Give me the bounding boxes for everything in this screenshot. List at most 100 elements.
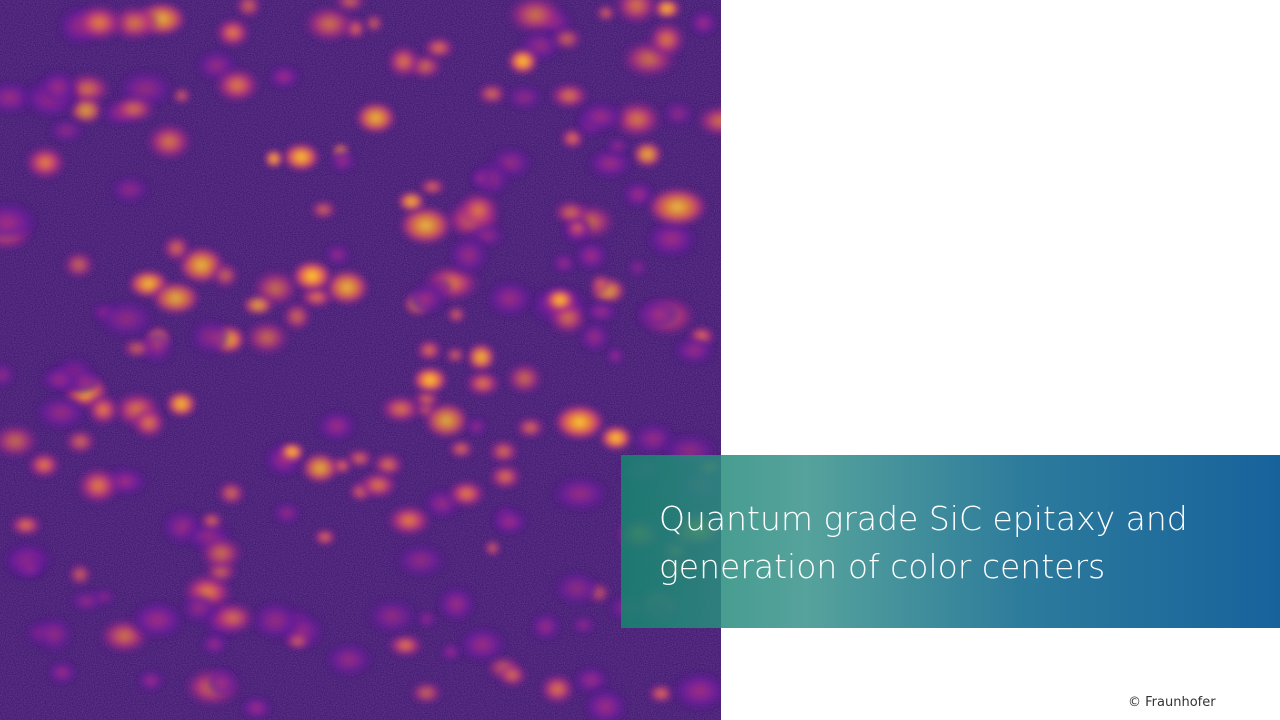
emission-spot xyxy=(144,121,195,162)
emission-spot xyxy=(281,142,321,172)
emission-spot xyxy=(483,539,502,558)
emission-spot xyxy=(635,298,683,330)
emission-spot xyxy=(444,345,467,365)
micrograph-image xyxy=(0,0,721,720)
emission-spot xyxy=(213,16,252,49)
color-center-map xyxy=(0,0,721,720)
emission-spot xyxy=(457,626,508,663)
emission-spot xyxy=(447,234,490,276)
emission-spot xyxy=(23,144,68,182)
emission-spot xyxy=(538,672,577,706)
emission-spot xyxy=(645,219,698,259)
emission-spot xyxy=(161,233,192,264)
emission-spot xyxy=(38,69,78,106)
emission-spot xyxy=(324,268,371,306)
emission-spot xyxy=(423,401,470,439)
copyright-notice: © Fraunhofer xyxy=(1128,695,1216,710)
emission-spot xyxy=(356,470,400,500)
emission-spot xyxy=(610,99,664,140)
emission-spot xyxy=(646,186,709,228)
emission-spot xyxy=(550,252,578,274)
emission-spot xyxy=(570,614,596,635)
emission-spot xyxy=(34,394,88,431)
emission-spot xyxy=(612,0,661,26)
emission-spot xyxy=(565,218,590,237)
emission-spot xyxy=(198,511,225,531)
emission-spot xyxy=(464,416,488,437)
emission-spot xyxy=(445,478,488,509)
emission-spot xyxy=(576,101,625,133)
emission-spot xyxy=(385,43,422,80)
emission-spot xyxy=(210,261,241,290)
emission-spot xyxy=(17,559,44,578)
emission-spot xyxy=(504,0,566,36)
emission-spot xyxy=(583,687,628,720)
emission-spot xyxy=(165,390,198,418)
emission-spot xyxy=(312,528,338,547)
emission-spot xyxy=(0,201,39,243)
emission-spots xyxy=(0,0,721,720)
emission-spot xyxy=(397,190,426,213)
emission-spot xyxy=(514,416,547,440)
emission-spot xyxy=(75,465,122,506)
emission-spot xyxy=(212,66,262,105)
emission-spot xyxy=(264,149,284,169)
emission-spot xyxy=(694,103,721,139)
emission-spot xyxy=(632,140,663,168)
emission-spot xyxy=(605,136,630,156)
emission-spot xyxy=(552,570,601,607)
emission-spot xyxy=(475,82,509,106)
emission-spot xyxy=(208,600,258,636)
emission-spot xyxy=(671,671,721,711)
emission-spot xyxy=(406,282,448,316)
emission-spot xyxy=(63,428,98,456)
emission-spot xyxy=(47,118,85,144)
emission-spot xyxy=(26,450,62,480)
emission-spot xyxy=(129,600,186,640)
emission-spot xyxy=(621,180,656,209)
emission-spot xyxy=(179,593,218,624)
emission-spot xyxy=(308,199,338,220)
emission-spot xyxy=(553,403,606,441)
emission-spot xyxy=(67,562,93,587)
bright-spot xyxy=(544,288,576,312)
emission-spot xyxy=(197,535,245,572)
emission-spot xyxy=(39,366,79,393)
emission-spot xyxy=(109,175,151,205)
emission-spot xyxy=(130,406,168,440)
emission-spot xyxy=(588,272,612,295)
title-line-1: Quantum grade SiC epitaxy and xyxy=(659,499,1188,538)
emission-spot xyxy=(550,475,610,513)
emission-spot xyxy=(96,299,157,339)
emission-spot xyxy=(578,321,611,354)
emission-spot xyxy=(328,149,357,173)
emission-spot xyxy=(72,2,126,43)
emission-spot xyxy=(240,696,273,720)
emission-spot xyxy=(137,669,165,693)
emission-spot xyxy=(384,503,434,538)
emission-spot xyxy=(8,513,44,537)
bright-spot xyxy=(411,366,449,394)
emission-spot xyxy=(688,9,719,37)
emission-spot xyxy=(315,410,358,443)
emission-spot xyxy=(421,35,457,60)
emission-spot xyxy=(417,177,448,197)
emission-spot xyxy=(436,585,477,623)
emission-spot xyxy=(0,422,41,460)
emission-spot xyxy=(332,0,368,14)
emission-spot xyxy=(85,393,121,427)
emission-spot xyxy=(572,666,610,695)
emission-spot xyxy=(584,300,619,323)
emission-spot xyxy=(504,84,545,111)
emission-spot xyxy=(573,240,610,272)
emission-spot xyxy=(469,168,493,189)
emission-spot xyxy=(447,438,476,460)
emission-spot xyxy=(495,662,529,689)
emission-spot xyxy=(0,361,17,389)
emission-spot xyxy=(646,683,676,705)
emission-spot xyxy=(300,452,340,484)
emission-spot xyxy=(188,317,233,356)
emission-spot xyxy=(504,361,545,396)
emission-spot xyxy=(409,680,444,706)
